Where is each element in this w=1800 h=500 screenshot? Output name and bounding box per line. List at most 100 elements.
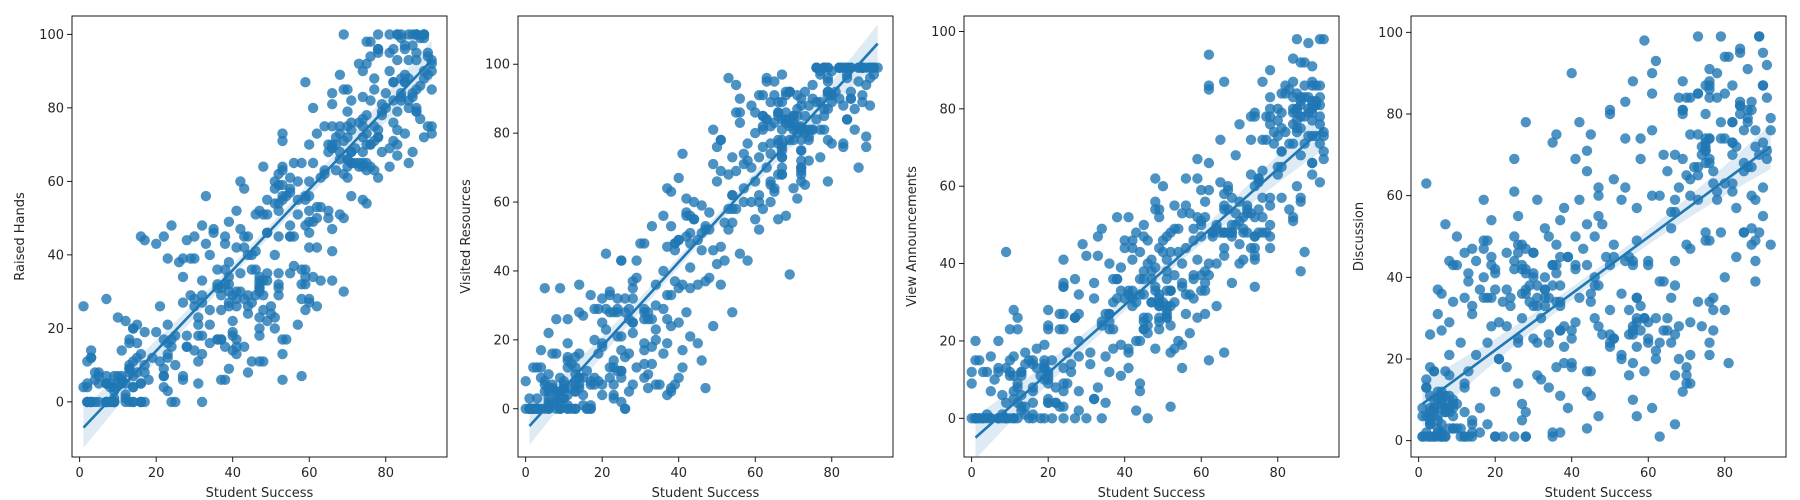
- scatter-point: [147, 352, 158, 363]
- scatter-point: [1184, 289, 1196, 300]
- scatter-point: [1272, 161, 1284, 173]
- scatter-point: [1581, 386, 1593, 397]
- scatter-point: [1004, 355, 1016, 366]
- scatter-point: [262, 209, 273, 220]
- scatter-point: [985, 351, 996, 362]
- scatter-point: [399, 40, 411, 51]
- scatter-point: [1138, 273, 1150, 285]
- chart-panel-1: 0 20 40 60 80 0 20 40 60 80 100 Student Success Rais…: [13, 15, 448, 500]
- scatter-point: [1073, 351, 1085, 362]
- scatter-point: [570, 403, 581, 414]
- scatter-point: [1432, 411, 1444, 422]
- scatter-point: [361, 110, 372, 121]
- scatter-point: [1528, 268, 1539, 279]
- scatter-point: [1417, 402, 1428, 414]
- scatter-point: [1058, 324, 1069, 335]
- scatter-point: [288, 157, 300, 169]
- scatter-point: [1154, 289, 1165, 300]
- scatter-point: [1692, 296, 1704, 307]
- scatter-point: [1054, 308, 1065, 320]
- scatter-point: [300, 77, 311, 88]
- scatter-point: [597, 338, 608, 349]
- x-tick-label: 60: [301, 466, 318, 481]
- scatter-point: [384, 65, 395, 77]
- scatter-point: [1486, 321, 1497, 332]
- scatter-point: [1081, 413, 1092, 424]
- scatter-point: [1219, 250, 1230, 261]
- scatter-point: [1512, 210, 1524, 222]
- scatter-point: [1520, 117, 1532, 128]
- scatter-point: [1123, 362, 1134, 374]
- scatter-point: [993, 335, 1004, 347]
- scatter-point: [970, 335, 981, 347]
- scatter-point: [1031, 362, 1042, 374]
- scatter-point: [1447, 259, 1459, 271]
- scatter-point: [426, 84, 437, 95]
- scatter-point: [235, 268, 246, 279]
- scatter-point: [776, 124, 788, 135]
- scatter-point: [281, 334, 292, 345]
- scatter-point: [1669, 419, 1681, 430]
- scatter-point: [1746, 96, 1757, 108]
- scatter-point: [403, 54, 414, 66]
- scatter-point: [1459, 378, 1470, 389]
- scatter-point: [231, 205, 242, 216]
- scatter-point: [658, 348, 669, 359]
- scatter-point: [1016, 366, 1027, 378]
- scatter-point: [154, 301, 166, 312]
- scatter-point: [1264, 192, 1276, 203]
- y-axis-label: Raised Hands: [13, 192, 28, 281]
- scatter-point: [1528, 333, 1539, 344]
- x-tick-label: 0: [1415, 466, 1423, 481]
- scatter-point: [1482, 419, 1493, 430]
- scatter-point: [1119, 242, 1130, 254]
- scatter-point: [1073, 405, 1085, 416]
- scatter-point: [284, 231, 296, 242]
- scatter-point: [681, 231, 692, 242]
- scatter-point: [189, 253, 200, 264]
- scatter-point: [319, 121, 330, 132]
- scatter-point: [1616, 353, 1627, 365]
- scatter-point: [139, 235, 150, 246]
- scatter-point: [120, 396, 131, 408]
- scatter-point: [1264, 242, 1276, 254]
- x-tick-label: 40: [1563, 466, 1580, 481]
- scatter-point: [219, 231, 231, 242]
- scatter-point: [822, 72, 834, 84]
- scatter-point: [1295, 150, 1306, 161]
- scatter-point: [108, 393, 120, 404]
- scatter-point: [1264, 65, 1276, 76]
- scatter-point: [1264, 119, 1276, 130]
- scatter-point: [1154, 316, 1165, 327]
- scatter-point: [1566, 333, 1577, 344]
- scatter-point: [1746, 104, 1757, 116]
- scatter-point: [1165, 246, 1176, 258]
- scatter-point: [738, 196, 749, 208]
- scatter-point: [1497, 296, 1509, 307]
- scatter-point: [1123, 289, 1134, 300]
- scatter-point: [1689, 161, 1700, 173]
- scatter-point: [1673, 353, 1685, 365]
- scatter-point: [181, 235, 192, 246]
- scatter-point: [1451, 231, 1463, 242]
- scatter-point: [1574, 292, 1585, 303]
- y-tick-label: 40: [493, 264, 510, 279]
- scatter-point: [219, 238, 231, 249]
- scatter-point: [200, 238, 212, 249]
- scatter-point: [1287, 212, 1299, 223]
- scatter-point: [166, 396, 177, 408]
- scatter-point: [673, 372, 684, 383]
- scatter-point: [1424, 431, 1436, 442]
- scatter-point: [300, 304, 311, 316]
- y-tick-label: 0: [502, 402, 510, 417]
- scatter-point: [1085, 359, 1096, 370]
- scatter-point: [323, 205, 334, 216]
- scatter-point: [1635, 300, 1646, 312]
- scatter-point: [547, 348, 558, 359]
- scatter-point: [1432, 308, 1444, 320]
- scatter-point: [1180, 308, 1192, 320]
- scatter-point: [1318, 153, 1329, 165]
- y-tick-label: 80: [939, 102, 956, 117]
- scatter-point: [1666, 292, 1677, 303]
- scatter-point: [227, 345, 238, 356]
